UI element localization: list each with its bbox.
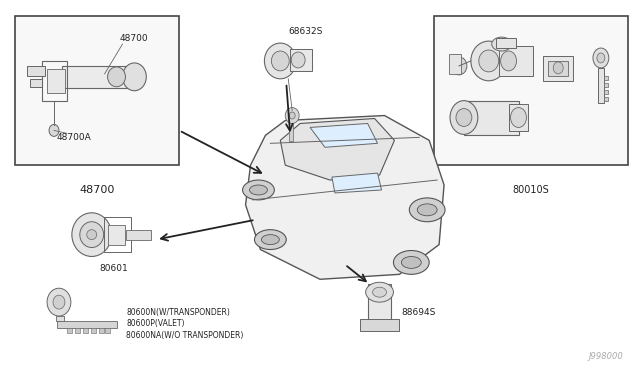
Polygon shape	[280, 119, 394, 180]
Ellipse shape	[471, 41, 507, 81]
Ellipse shape	[553, 62, 563, 74]
Ellipse shape	[262, 235, 279, 244]
Ellipse shape	[372, 287, 387, 297]
Bar	[67, 328, 72, 333]
Text: 80600P(VALET): 80600P(VALET)	[127, 320, 185, 328]
Polygon shape	[310, 124, 378, 147]
Bar	[83, 328, 88, 333]
Ellipse shape	[597, 53, 605, 63]
Ellipse shape	[285, 108, 299, 124]
Ellipse shape	[255, 230, 286, 250]
Ellipse shape	[511, 108, 527, 128]
Text: 80600N(W/TRANSPONDER): 80600N(W/TRANSPONDER)	[127, 308, 230, 317]
Polygon shape	[246, 116, 444, 279]
Bar	[127, 230, 151, 240]
Bar	[367, 284, 392, 329]
Bar	[434, 16, 628, 165]
Bar	[543, 56, 573, 81]
Ellipse shape	[250, 185, 268, 195]
Ellipse shape	[500, 51, 516, 71]
Ellipse shape	[264, 43, 296, 79]
Ellipse shape	[243, 180, 275, 200]
Bar	[30, 79, 42, 87]
Bar	[289, 124, 293, 141]
Ellipse shape	[410, 198, 445, 222]
Ellipse shape	[492, 37, 511, 51]
Ellipse shape	[108, 67, 125, 87]
Text: 88694S: 88694S	[401, 308, 436, 317]
Bar	[604, 97, 608, 101]
Text: J998000: J998000	[588, 352, 623, 361]
Ellipse shape	[87, 230, 97, 240]
Ellipse shape	[291, 52, 305, 68]
Ellipse shape	[456, 109, 472, 126]
Bar	[42, 61, 67, 101]
Ellipse shape	[289, 112, 295, 119]
Ellipse shape	[593, 48, 609, 68]
Bar	[290, 49, 312, 71]
Bar	[598, 68, 604, 103]
Bar	[104, 217, 131, 253]
Ellipse shape	[53, 295, 65, 309]
Bar	[360, 319, 399, 331]
Bar	[57, 321, 116, 328]
Bar	[449, 54, 461, 74]
Bar	[108, 225, 125, 244]
Bar	[495, 38, 516, 48]
Text: 48700: 48700	[79, 185, 115, 195]
Text: 80600NA(W/O TRANSPONDER): 80600NA(W/O TRANSPONDER)	[127, 331, 244, 340]
Ellipse shape	[394, 250, 429, 274]
Ellipse shape	[450, 101, 478, 134]
Bar	[99, 328, 104, 333]
Bar	[91, 328, 96, 333]
Bar	[499, 46, 533, 76]
Bar	[62, 66, 131, 88]
Bar	[104, 328, 109, 333]
Bar	[464, 101, 518, 135]
Bar	[47, 69, 65, 93]
Text: 68632S: 68632S	[288, 27, 323, 36]
Bar	[28, 66, 45, 76]
Text: 48700A: 48700A	[57, 134, 92, 142]
Ellipse shape	[365, 282, 394, 302]
Ellipse shape	[122, 63, 147, 91]
Ellipse shape	[479, 50, 499, 72]
Ellipse shape	[80, 222, 104, 247]
Ellipse shape	[451, 57, 467, 75]
Bar	[56, 316, 64, 321]
Ellipse shape	[417, 204, 437, 216]
Polygon shape	[332, 173, 381, 193]
Bar	[509, 104, 529, 131]
Bar	[604, 76, 608, 80]
Ellipse shape	[72, 213, 111, 256]
Bar	[75, 328, 80, 333]
Text: 80601: 80601	[100, 264, 129, 273]
Text: 48700: 48700	[120, 34, 148, 43]
Ellipse shape	[271, 51, 289, 71]
Bar	[548, 61, 568, 76]
Bar	[604, 83, 608, 87]
Ellipse shape	[47, 288, 71, 316]
Text: 80010S: 80010S	[512, 185, 548, 195]
Bar	[604, 90, 608, 94]
Ellipse shape	[401, 256, 421, 268]
Ellipse shape	[49, 125, 59, 137]
Bar	[15, 16, 179, 165]
